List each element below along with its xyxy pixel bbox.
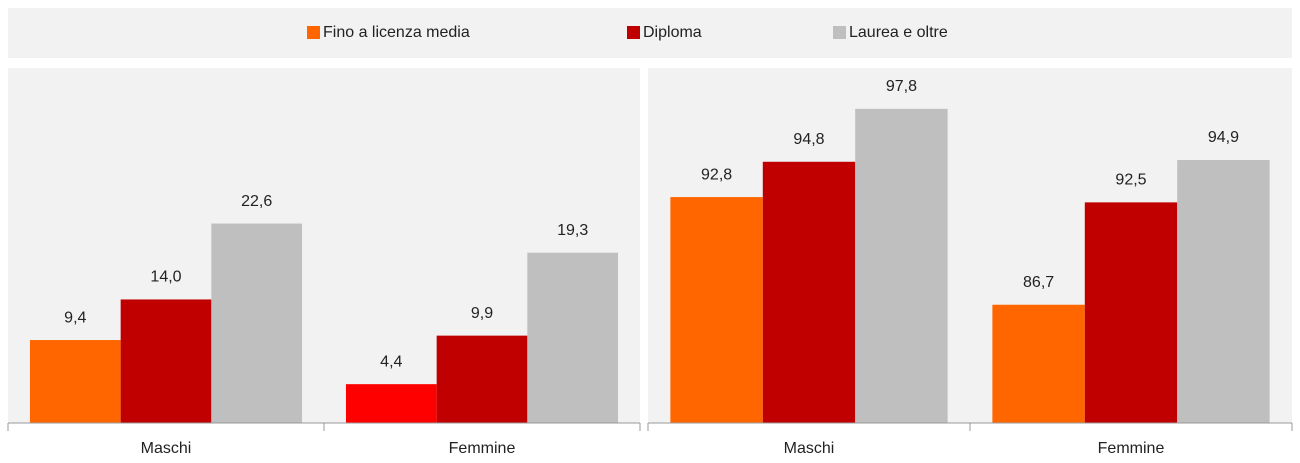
data-label: 4,4 — [380, 353, 402, 370]
legend-swatch — [833, 26, 846, 39]
data-label: 94,8 — [793, 131, 824, 148]
data-label: 9,9 — [471, 305, 493, 322]
legend-label: Laurea e oltre — [849, 24, 948, 41]
data-label: 22,6 — [241, 193, 272, 210]
bar — [1177, 160, 1270, 423]
bar — [29, 340, 121, 423]
legend-label: Fino a licenza media — [323, 24, 470, 41]
data-label: 86,7 — [1023, 274, 1054, 291]
x-tick-label: Maschi — [784, 440, 835, 457]
bar — [120, 299, 212, 423]
bar — [1084, 202, 1178, 423]
legend-swatch — [627, 26, 640, 39]
bar — [436, 335, 528, 423]
data-label: 97,8 — [886, 78, 917, 95]
legend-background — [8, 8, 1292, 58]
data-label: 19,3 — [557, 222, 588, 239]
x-tick-label: Maschi — [141, 440, 192, 457]
data-label: 94,9 — [1208, 129, 1239, 146]
data-label: 9,4 — [64, 309, 86, 326]
bar — [855, 108, 948, 423]
data-label: 92,8 — [701, 166, 732, 183]
x-tick-label: Femmine — [449, 440, 516, 457]
bar — [992, 304, 1085, 423]
bar — [345, 384, 437, 423]
bar — [527, 252, 619, 423]
bar — [762, 161, 856, 423]
data-label: 92,5 — [1115, 172, 1146, 189]
x-tick-label: Femmine — [1098, 440, 1165, 457]
bar — [211, 223, 303, 423]
legend-label: Diploma — [643, 24, 702, 41]
bar — [670, 197, 763, 423]
data-label: 14,0 — [150, 269, 181, 286]
legend-swatch — [307, 26, 320, 39]
